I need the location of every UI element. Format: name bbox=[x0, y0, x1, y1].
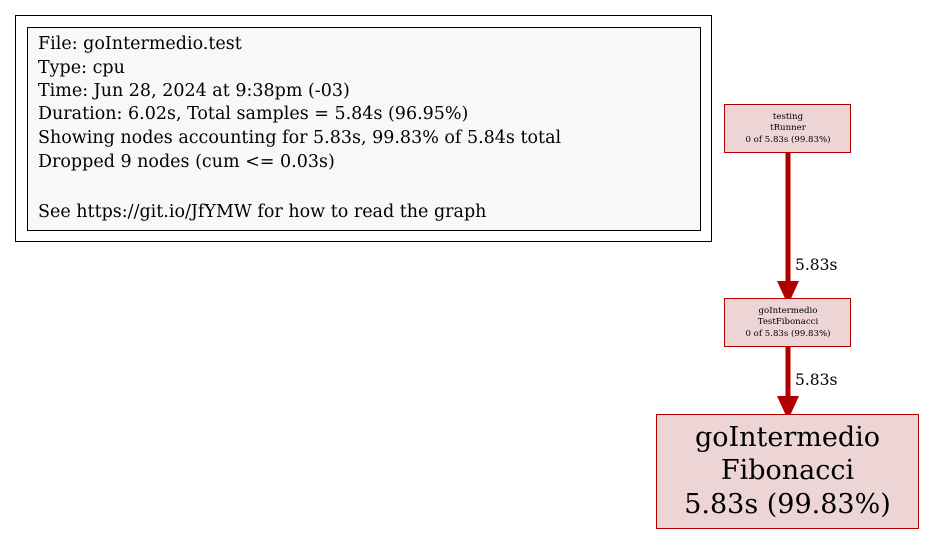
node-stats: 0 of 5.83s (99.83%) bbox=[745, 328, 830, 339]
edge-arrowhead bbox=[777, 281, 799, 305]
legend-file: File: goIntermedio.test bbox=[38, 34, 242, 54]
legend: File: goIntermedio.test Type: cpu Time: … bbox=[15, 15, 712, 242]
node-box bbox=[724, 104, 851, 153]
node-package: goIntermedio bbox=[759, 306, 818, 316]
legend-dropped: Dropped 9 nodes (cum <= 0.03s) bbox=[38, 152, 335, 172]
node-stats: 5.83s (99.83%) bbox=[684, 489, 891, 520]
node-gointermedio-testfibonacci[interactable]: goIntermedio TestFibonacci 0 of 5.83s (9… bbox=[724, 298, 851, 347]
legend-see: See https://git.io/JfYMW for how to read… bbox=[38, 202, 486, 222]
legend-time: Time: Jun 28, 2024 at 9:38pm (-03) bbox=[38, 81, 350, 101]
node-stats: 0 of 5.83s (99.83%) bbox=[745, 134, 830, 145]
edge-runner-to-test[interactable]: 5.83s bbox=[777, 153, 838, 305]
node-package: goIntermedio bbox=[695, 422, 880, 453]
node-function: TestFibonacci bbox=[758, 317, 819, 327]
node-gointermedio-fibonacci[interactable]: goIntermedio Fibonacci 5.83s (99.83%) bbox=[656, 414, 919, 529]
edge-arrowhead bbox=[777, 396, 799, 420]
edge-label-test-to-fib: 5.83s bbox=[795, 371, 838, 389]
legend-showing: Showing nodes accounting for 5.83s, 99.8… bbox=[38, 128, 562, 148]
legend-inner-box bbox=[27, 27, 701, 231]
node-package: testing bbox=[773, 112, 804, 122]
node-box bbox=[656, 414, 919, 529]
edge-label-runner-to-test: 5.83s bbox=[795, 256, 838, 274]
node-testing-trunner[interactable]: testing tRunner 0 of 5.83s (99.83%) bbox=[724, 104, 851, 153]
node-function: Fibonacci bbox=[721, 455, 855, 486]
legend-duration: Duration: 6.02s, Total samples = 5.84s (… bbox=[38, 104, 468, 124]
legend-type: Type: cpu bbox=[38, 58, 125, 78]
edge-test-to-fib[interactable]: 5.83s bbox=[777, 347, 838, 420]
node-function: tRunner bbox=[770, 123, 807, 133]
node-box bbox=[724, 298, 851, 347]
